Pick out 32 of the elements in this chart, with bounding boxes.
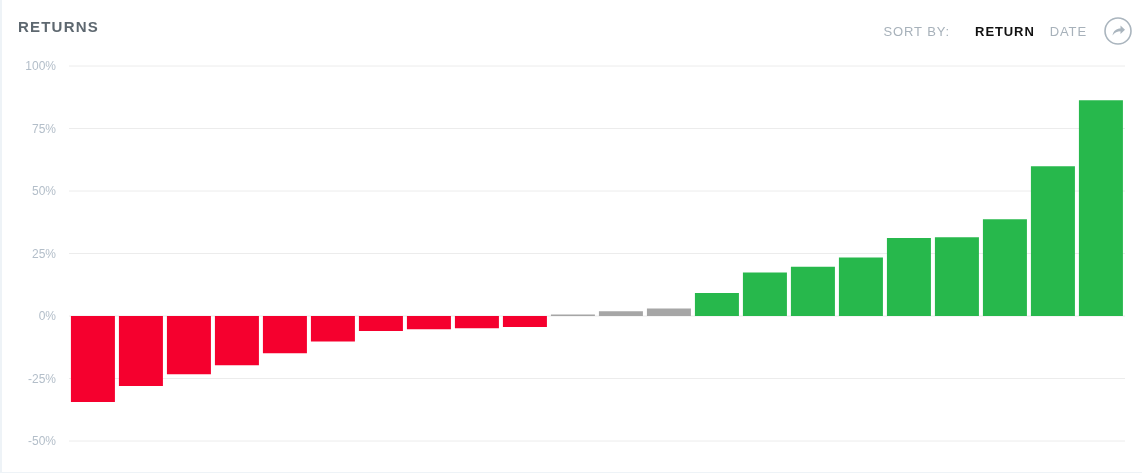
bar: [358, 316, 403, 331]
y-tick-label: 0%: [38, 309, 57, 324]
text: RETURN: [975, 23, 1035, 39]
bar: [982, 219, 1027, 316]
y-tick-label: 25%: [31, 246, 57, 261]
text: DATE: [1049, 23, 1087, 39]
bar: [214, 316, 259, 366]
y-tick-label: 50%: [31, 184, 57, 199]
bar: [310, 316, 355, 342]
bar: [502, 316, 547, 327]
bar: [1078, 100, 1123, 316]
bar: [742, 272, 787, 316]
bar: [886, 238, 931, 316]
bar: [166, 316, 211, 375]
bar: [454, 316, 499, 329]
bar: [118, 316, 163, 386]
chart-title: RETURNS: [18, 18, 99, 35]
bar: [262, 316, 307, 354]
bar: [646, 308, 691, 316]
y-tick-label: -50%: [27, 434, 57, 449]
bar: [598, 311, 643, 316]
bar: [934, 237, 979, 316]
bar: [70, 316, 115, 402]
y-tick-label: 75%: [31, 121, 57, 136]
y-tick-label: 100%: [25, 59, 57, 74]
bar: [838, 257, 883, 316]
bar: [1030, 166, 1075, 316]
y-tick-label: -25%: [27, 371, 57, 386]
bar: [406, 316, 451, 330]
bar: [790, 266, 835, 316]
bar: [694, 293, 739, 316]
text: SORT BY:: [883, 23, 951, 39]
